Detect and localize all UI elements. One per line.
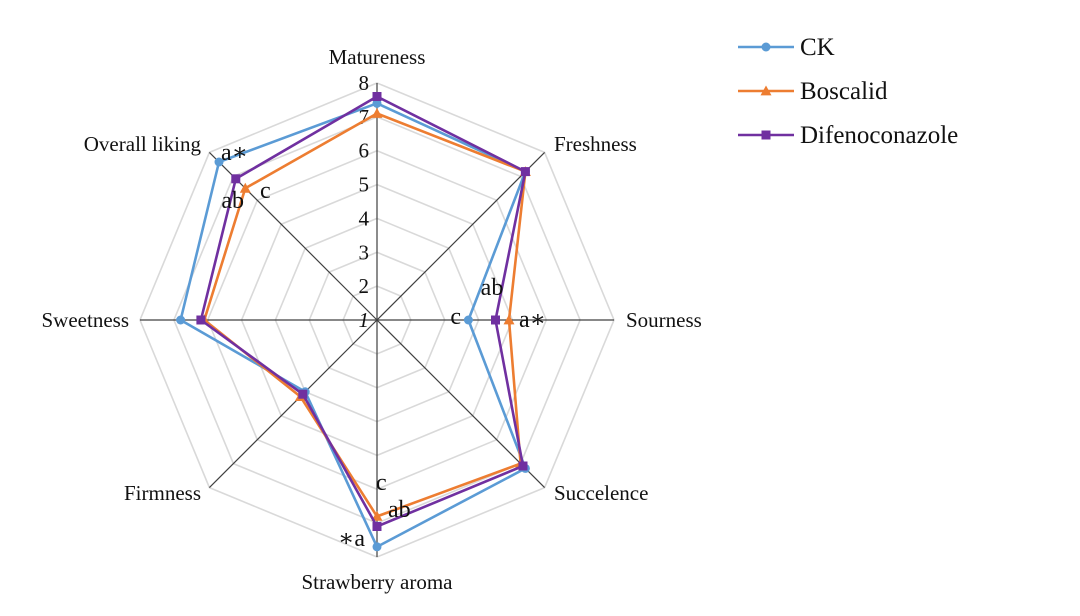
- point-difenoconazole-0: [372, 92, 382, 101]
- tick-label-2: 2: [359, 274, 370, 298]
- tick-label-4: 4: [359, 206, 370, 230]
- axis-label-sweetness: Sweetness: [42, 308, 130, 332]
- spoke-3: [376, 319, 546, 489]
- point-boscalid-2: [503, 314, 515, 325]
- spoke-5: [208, 319, 378, 489]
- spoke-1: [376, 151, 546, 321]
- tick-label-1: 1: [359, 308, 370, 332]
- tick-label-6: 6: [359, 139, 370, 163]
- point-difenoconazole-7: [231, 174, 241, 184]
- radial-tick-labels: 1 2 3 4 5 6 7 8: [359, 71, 370, 332]
- axis-label-firmness: Firmness: [124, 481, 201, 505]
- legend-item-ck: CK: [738, 34, 835, 61]
- axis-label-succelence: Succelence: [554, 481, 648, 505]
- point-difenoconazole-2: [491, 315, 500, 325]
- legend-item-difenoconazole: Difenoconazole: [738, 122, 958, 149]
- tick-label-8: 8: [359, 71, 370, 95]
- point-boscalid-4: [371, 510, 383, 521]
- axis-label-strawberry-aroma: Strawberry aroma: [301, 570, 453, 594]
- point-boscalid-0: [371, 108, 383, 118]
- ann-sour-c: c: [450, 304, 461, 330]
- axis-label-overall-liking: Overall liking: [84, 132, 202, 156]
- point-ck-4: [372, 542, 382, 552]
- ann-overall-c: c: [260, 178, 271, 204]
- legend-label-difenoconazole: Difenoconazole: [800, 122, 958, 149]
- point-difenoconazole-4: [372, 522, 382, 531]
- series-difenoconazole: [196, 92, 530, 531]
- point-ck-2: [463, 315, 473, 325]
- tick-label-3: 3: [359, 240, 370, 264]
- point-ck-6: [176, 315, 186, 325]
- point-difenoconazole-1: [520, 167, 530, 177]
- point-difenoconazole-3: [518, 461, 528, 471]
- legend-marker-boscalid: [760, 85, 772, 96]
- legend-label-boscalid: Boscalid: [800, 78, 888, 105]
- point-difenoconazole-6: [196, 315, 206, 325]
- axis-labels: Matureness Freshness Sourness Succelence Str…: [42, 45, 702, 594]
- legend: CK Boscalid Difenoconazole: [738, 34, 958, 149]
- point-difenoconazole-5: [298, 389, 308, 399]
- ann-sour-ab: ab: [481, 275, 504, 301]
- axis-label-matureness: Matureness: [329, 45, 426, 69]
- tick-label-5: 5: [359, 173, 370, 197]
- ann-overall-ab: ab: [221, 188, 244, 214]
- ann-aroma-c: c: [376, 470, 387, 496]
- ann-aroma-ab: ab: [388, 497, 411, 523]
- legend-marker-difenoconazole: [761, 130, 771, 140]
- legend-label-ck: CK: [800, 34, 835, 61]
- legend-item-boscalid: Boscalid: [738, 78, 888, 105]
- legend-marker-ck: [761, 42, 771, 52]
- tick-label-7: 7: [359, 105, 370, 129]
- point-boscalid-7: [239, 182, 251, 193]
- axis-label-sourness: Sourness: [626, 308, 702, 332]
- series-layer: [176, 92, 531, 552]
- point-ck-0: [372, 98, 382, 108]
- ann-aroma-a: ∗a: [338, 526, 365, 552]
- axis-label-freshness: Freshness: [554, 132, 637, 156]
- ann-sour-a: a∗: [519, 307, 546, 333]
- ann-overall-a: a∗: [221, 140, 248, 166]
- point-ck-7: [214, 157, 224, 167]
